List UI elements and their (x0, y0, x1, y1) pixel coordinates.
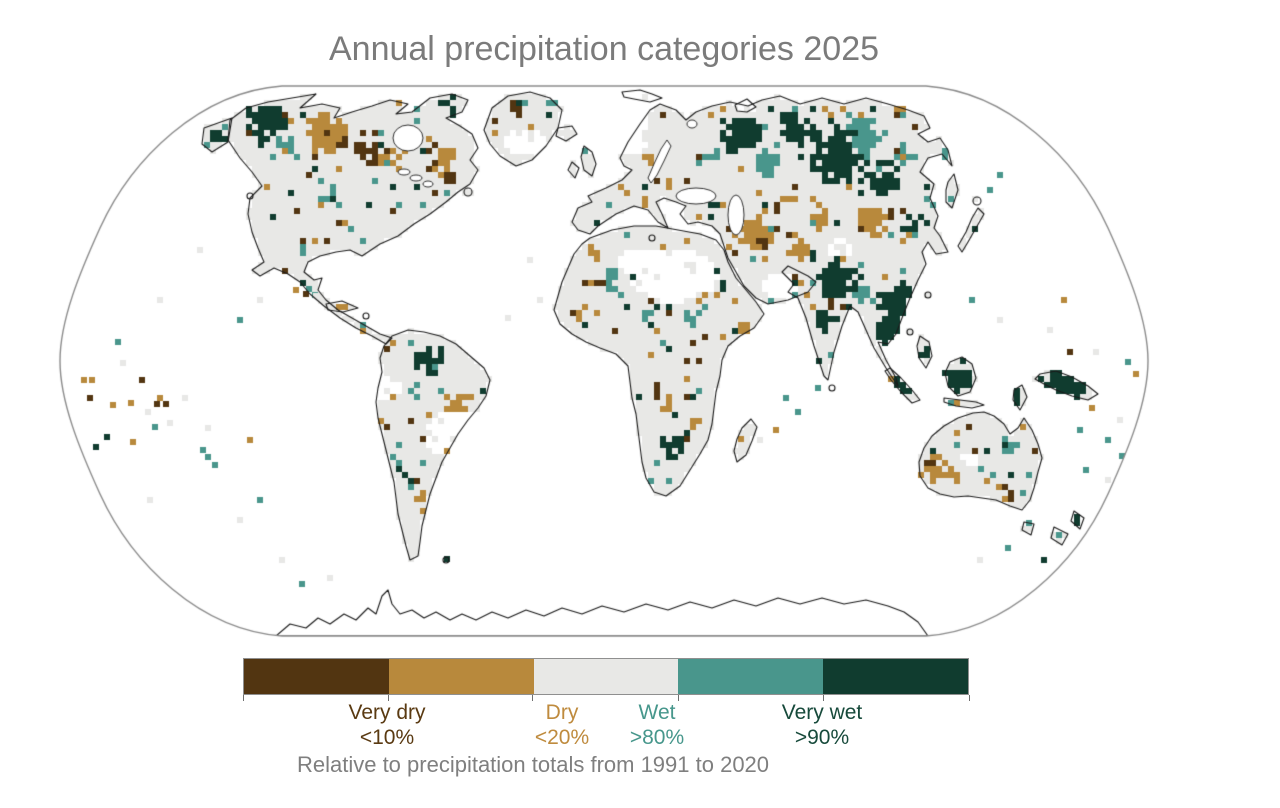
legend-tick (532, 695, 533, 701)
legend-label-threshold: <10% (359, 726, 415, 749)
page-title: Annual precipitation categories 2025 (328, 30, 880, 68)
legend-tick (678, 695, 679, 701)
legend-tick (388, 695, 389, 701)
legend-label-name: Wet (638, 701, 676, 724)
legend-label-threshold: <20% (534, 726, 590, 749)
legend-tick (823, 695, 824, 701)
legend-label-very-dry: Very dry <10% (348, 700, 425, 750)
legend-label-name: Dry (545, 701, 579, 724)
baseline-caption: Relative to precipitation totals from 19… (296, 752, 770, 777)
legend-segment-very-wet (823, 659, 968, 694)
legend-label-name: Very wet (781, 701, 863, 724)
legend-color-bar (243, 658, 969, 695)
legend-label-wet: Wet >80% (630, 700, 684, 750)
legend-segment-normal (533, 659, 679, 694)
legend-tick (243, 695, 244, 701)
legend-segment-dry (388, 659, 534, 694)
legend-label-name: Very dry (348, 701, 426, 724)
legend-tick (969, 695, 970, 701)
legend-label-threshold: >80% (629, 726, 685, 749)
legend-label-threshold: >90% (794, 726, 850, 749)
legend-segment-wet (678, 659, 824, 694)
legend-segment-very-dry (244, 659, 389, 694)
legend-label-dry: Dry <20% (535, 700, 589, 750)
legend-label-very-wet: Very wet >90% (782, 700, 863, 750)
